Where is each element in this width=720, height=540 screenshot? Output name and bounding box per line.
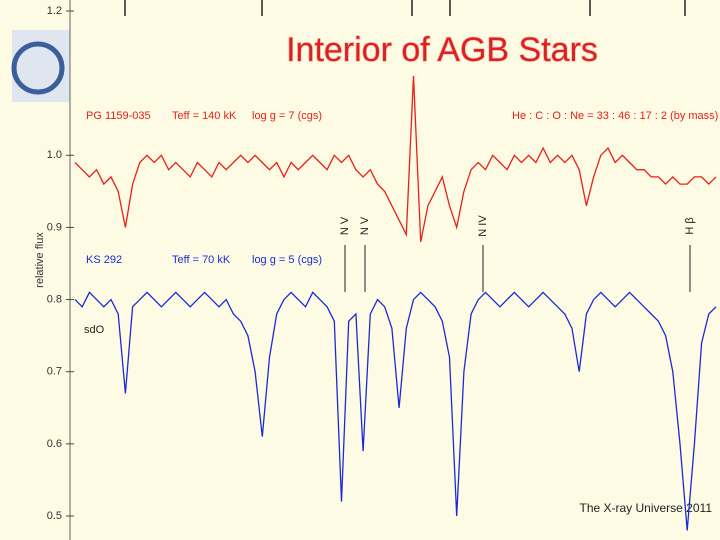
annotation: sdO bbox=[84, 324, 105, 336]
chart-title: Interior of AGB Stars bbox=[286, 31, 598, 69]
spectrum-line bbox=[74, 291, 717, 531]
annotation: He : C : O : Ne = 33 : 46 : 17 : 2 (by m… bbox=[512, 110, 718, 122]
y-tick-label: 1.2 bbox=[47, 5, 62, 17]
annotation: KS 292 bbox=[86, 254, 122, 266]
line-id: N V bbox=[359, 216, 371, 235]
annotation: Teff = 70 kK bbox=[172, 254, 231, 266]
annotation: PG 1159-035 bbox=[86, 110, 151, 122]
top-ticks bbox=[124, 0, 686, 16]
footer: The X-ray Universe 2011 bbox=[579, 501, 712, 515]
annotation: log g = 5 (cgs) bbox=[252, 254, 322, 266]
y-tick-label: 1.0 bbox=[47, 149, 62, 161]
line-id: N IV bbox=[477, 215, 489, 237]
y-tick-label: 0.8 bbox=[47, 293, 62, 305]
annotation: Teff = 140 kK bbox=[172, 110, 237, 122]
y-tick-label: 0.5 bbox=[47, 510, 62, 522]
annotation: log g = 7 (cgs) bbox=[252, 110, 322, 122]
y-tick-label: 0.6 bbox=[47, 438, 62, 450]
spectrum-line bbox=[74, 75, 717, 243]
line-id: H β bbox=[684, 217, 696, 234]
line-id: N V bbox=[339, 216, 351, 235]
logo-ring bbox=[11, 41, 65, 95]
logo bbox=[11, 30, 70, 102]
y-tick-label: 0.9 bbox=[47, 221, 62, 233]
y-tick-label: 0.7 bbox=[47, 366, 62, 378]
y-axis-label: relative flux bbox=[34, 232, 46, 288]
